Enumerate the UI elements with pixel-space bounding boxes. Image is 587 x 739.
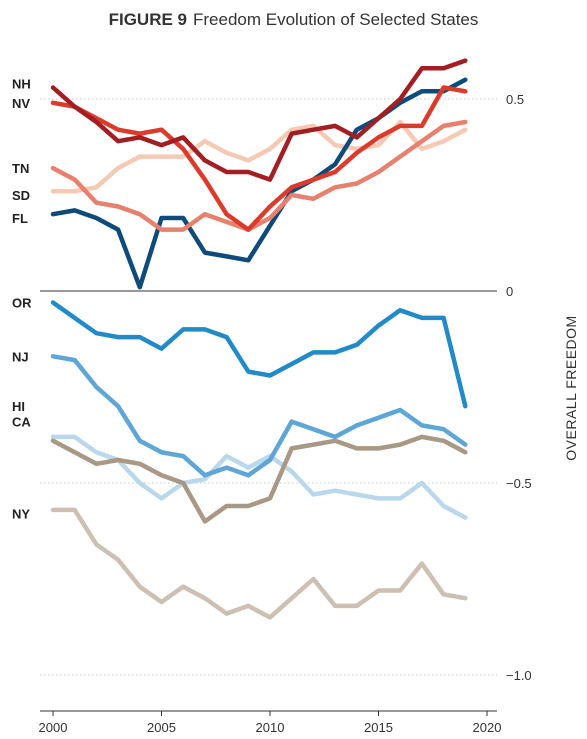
y-tick-label: −0.5: [506, 476, 532, 491]
y-tick-label: −1.0: [506, 668, 532, 683]
axes: 2000 2005 2010 2015 2020: [39, 710, 502, 735]
figure-label: FIGURE 9: [108, 10, 187, 29]
y-tick-label: 0: [506, 284, 513, 299]
state-label-sd: SD: [12, 188, 30, 203]
series-line-tn: [50, 119, 468, 232]
state-label-hi: HI: [12, 399, 25, 414]
x-tick-label: 2020: [473, 720, 502, 735]
state-label-or: OR: [12, 296, 32, 311]
x-tick-label: 2000: [39, 720, 68, 735]
series-line-hi: [50, 434, 468, 520]
state-label-fl: FL: [12, 211, 28, 226]
x-tick-label: 2010: [256, 720, 285, 735]
figure-title: Freedom Evolution of Selected States: [193, 10, 479, 29]
y-axis-label: OVERALL FREEDOM: [563, 315, 579, 460]
series-lines: [50, 58, 468, 620]
state-label-ny: NY: [12, 507, 30, 522]
state-label-tn: TN: [12, 161, 29, 176]
series-line-ca: [50, 434, 468, 524]
state-label-ca: CA: [12, 415, 31, 430]
state-label-nh: NH: [12, 77, 31, 92]
series-line-nh: [50, 58, 468, 182]
y-tick-label: 0.5: [506, 92, 524, 107]
series-line-or: [50, 300, 468, 409]
series-line-nj: [50, 354, 468, 478]
chart-title: FIGURE 9 Freedom Evolution of Selected St…: [0, 10, 587, 30]
state-label-nj: NJ: [12, 349, 29, 364]
series-line-nv: [50, 85, 468, 232]
state-label-nv: NV: [12, 96, 30, 111]
x-tick-label: 2005: [147, 720, 176, 735]
x-tick-label: 2015: [364, 720, 393, 735]
series-line-ny: [50, 507, 468, 620]
gridlines: 0.5 0 −0.5 −1.0: [40, 92, 532, 683]
series-line-fl: [50, 77, 468, 290]
